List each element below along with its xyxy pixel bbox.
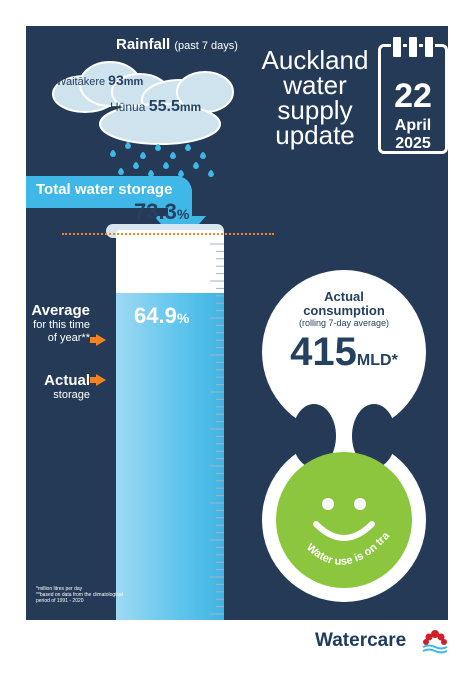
water-level-fill	[116, 292, 224, 620]
page-title: Auckland water supply update	[261, 45, 369, 150]
status-text: Water use is on track	[273, 443, 393, 568]
actual-storage-value: 64.9%	[134, 302, 190, 328]
watercare-logo: Watercare	[315, 630, 407, 651]
consumption-title: Actual consumption	[303, 289, 385, 318]
consumption-circle	[262, 270, 426, 434]
watercare-flower-icon	[422, 630, 448, 654]
date-year: 2025	[395, 135, 431, 152]
average-arrow-icon	[90, 337, 96, 343]
storage-cylinder	[116, 230, 224, 620]
svg-text:Water use is on track: Water use is on track	[276, 452, 393, 568]
cylinder-scale	[210, 243, 224, 615]
average-label: Average for this time of year**	[31, 302, 90, 344]
average-storage-value: 73.3%	[134, 199, 190, 225]
rain-cloud-graphic	[52, 61, 234, 177]
consumption-value: 415MLD*	[290, 330, 398, 374]
rainfall-waitakere: Waitākere 93mm	[56, 72, 144, 88]
actual-arrow-head-icon	[96, 374, 106, 386]
actual-label: Actual storage	[44, 372, 90, 401]
calendar-ring-icon	[391, 35, 403, 59]
rainfall-title: Rainfall (past 7 days)	[116, 36, 238, 53]
average-arrow-head-icon	[96, 334, 106, 346]
actual-arrow-icon	[90, 377, 96, 383]
calendar-ring-icon	[423, 35, 435, 59]
footnotes: *million litres per day **based on data …	[36, 586, 123, 604]
calendar-date: 22 April 2025	[378, 35, 448, 154]
date-month: April	[394, 117, 432, 134]
date-day: 22	[394, 77, 432, 115]
status-badge: Water use is on track	[273, 443, 412, 588]
average-level-line	[62, 233, 274, 236]
infographic-panel: Rainfall (past 7 days) Waitākere 93mm Hū…	[26, 26, 448, 620]
calendar-ring-icon	[407, 35, 419, 59]
smiley-icon: Water use is on track	[273, 443, 393, 568]
rainfall-hunua: Hūnua 55.5mm	[110, 98, 202, 115]
consumption-subtitle: (rolling 7-day average)	[298, 318, 390, 328]
storage-banner-label: Total water storage	[36, 181, 173, 198]
